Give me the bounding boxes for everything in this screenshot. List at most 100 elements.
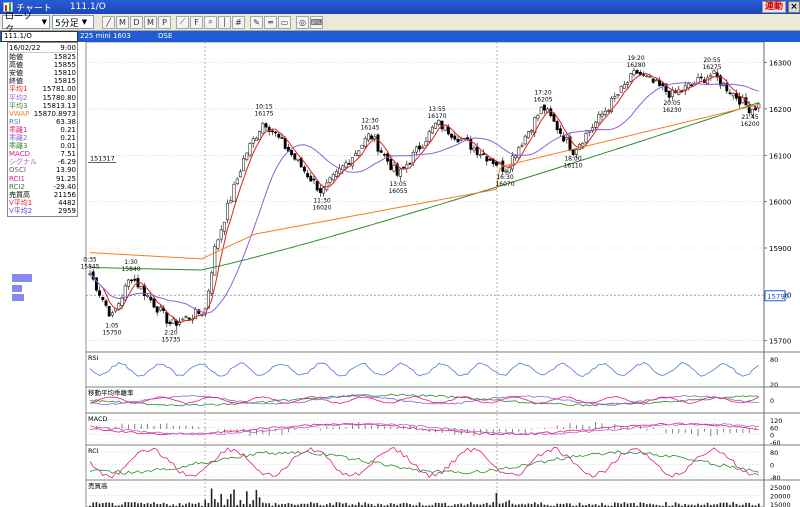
candle [274,131,278,134]
volume-bar [159,503,162,507]
chart-app-icon [3,2,13,12]
symbol-name: 225 mini 1603 [80,32,131,40]
volume-bar [697,503,699,507]
candle [594,121,598,128]
volume-bar [610,505,613,507]
panel-tick-label: -60 [770,439,781,447]
volume-bar [556,503,558,507]
panel-tick-label: 20000 [770,493,791,501]
candle [613,96,617,99]
mm-icon[interactable]: M [144,15,157,29]
candle [290,150,294,155]
volume-bar [636,505,638,507]
volume-bar [143,503,146,507]
panel-label: 売買高 [88,481,108,490]
volume-bar [614,502,616,507]
candle [146,295,150,297]
candle [514,155,518,159]
candle [434,122,438,129]
info-label: RCI2 [9,182,25,191]
pa-icon[interactable]: P [158,15,171,29]
annotation-time: 10:15 [255,104,272,111]
volume-bar [354,504,357,507]
trendline-icon[interactable]: ⟋ [176,15,189,29]
volume-bar [729,504,731,507]
candle [238,171,242,178]
info-value: 15855 [53,61,76,70]
candle [309,175,313,182]
chart-canvas[interactable]: 1630016200161001600015900158001570015797… [0,42,800,507]
candle [482,153,486,155]
candle [738,96,742,105]
candle [478,154,482,156]
info-label: 平均1 [9,85,28,94]
volume-bar [582,505,584,507]
dmi-icon[interactable]: D [130,15,143,29]
candle [318,188,322,193]
kairi1-line [89,396,759,405]
volume-bar [396,505,398,507]
ruler-icon[interactable]: ═ [264,15,277,29]
candle [123,285,127,301]
fib-icon[interactable]: F [190,15,203,29]
candle [117,303,121,311]
price-tick-label: 15700 [769,338,791,346]
volume-bar [748,502,750,507]
volume-bar [198,502,200,507]
zoom-icon[interactable]: ⌕ [204,15,217,29]
signal-line [89,422,759,436]
info-row: 始値 15825 [9,53,76,61]
keyboard-icon[interactable]: ⌨ [310,15,323,29]
volume-bar [470,502,472,507]
volume-bar [508,500,510,507]
info-row: 売買高 21156 [9,191,76,199]
pen-icon[interactable]: ✎ [250,15,263,29]
volume-bar [492,502,494,507]
candle [427,131,431,142]
volume-bar [326,504,328,507]
volume-bar [498,503,501,507]
price-tick-label: 15900 [769,245,791,253]
volume-bar [434,502,437,507]
volume-bar [348,505,350,507]
volume-bar [719,502,722,507]
volume-profile-bar [12,274,32,282]
chart-area[interactable]: 1630016200161001600015900158001570015797… [0,42,800,507]
exchange-name: OSE [158,32,173,40]
close-button[interactable]: × [788,1,800,13]
volume-bar [710,504,712,507]
info-row: V平均2 2959 [9,207,76,215]
chevron-down-icon: ▼ [41,18,47,26]
interval-select[interactable]: 5分足 ▼ [52,15,94,29]
volume-bar [322,505,325,507]
volume-bar [98,503,101,507]
info-value: 15815 [53,77,76,86]
grid-icon[interactable]: # [232,15,245,29]
info-label: 高値 [9,61,23,70]
candle [258,131,262,141]
info-row: 終値 15815 [9,77,76,85]
volume-bar [178,503,181,507]
panel-tick-label: 80 [770,356,778,364]
eraser-icon[interactable]: ▭ [278,15,291,29]
annotation-price: 16230 [662,107,681,114]
mkw-icon[interactable]: M [116,15,129,29]
candle [629,73,633,82]
candle [248,143,252,156]
candle [245,152,249,160]
line-tool-icon[interactable]: ╱ [102,15,115,29]
symbol-code-input[interactable]: 111.1/O [1,31,78,42]
info-value: 15870.8973 [33,109,76,118]
candle [504,170,508,173]
vertical-icon[interactable]: │ [218,15,231,29]
annotation-price: 16275 [702,64,721,71]
candle [414,146,418,153]
info-label: 平均3 [9,101,28,110]
volume-bar [114,505,117,507]
volume-bar [402,503,405,507]
candle [635,70,639,74]
chart-type-select[interactable]: ローソク ▼ [2,12,50,35]
link-toggle-button[interactable]: 連動 [761,1,786,13]
candle [283,137,287,149]
search-icon[interactable]: ◎ [296,15,309,29]
